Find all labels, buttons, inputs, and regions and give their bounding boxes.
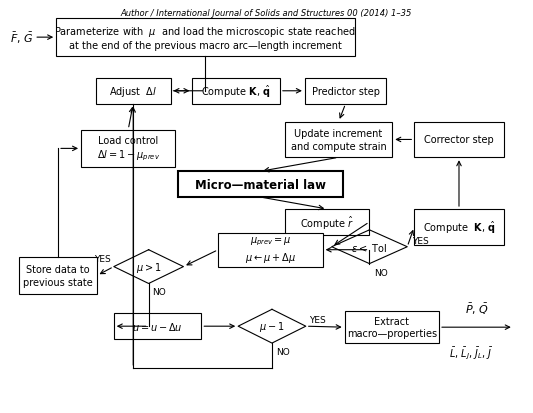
Text: Micro—material law: Micro—material law (195, 178, 326, 191)
Bar (114, 313, 201, 339)
Bar (192, 78, 280, 104)
Text: Compute $\mathbf{K}$, $\hat{\mathbf{q}}$: Compute $\mathbf{K}$, $\hat{\mathbf{q}}$ (201, 83, 271, 100)
Text: Load control
$\Delta l = 1 - \mu_{prev}$: Load control $\Delta l = 1 - \mu_{prev}$ (96, 135, 160, 163)
Text: $\bar{F}$, $\bar{G}$: $\bar{F}$, $\bar{G}$ (10, 31, 33, 45)
Text: NO: NO (276, 347, 290, 356)
Text: $\mu > 1$: $\mu > 1$ (136, 260, 161, 274)
Text: NO: NO (375, 268, 388, 277)
Bar (285, 209, 369, 235)
Text: Update increment
and compute strain: Update increment and compute strain (290, 129, 386, 151)
Bar (96, 78, 171, 104)
Text: $u = u - \Delta u$: $u = u - \Delta u$ (132, 320, 183, 332)
Text: Store data to
previous state: Store data to previous state (23, 265, 93, 287)
Bar (218, 233, 322, 267)
Bar (56, 19, 354, 57)
Text: Compute $\hat{r}$: Compute $\hat{r}$ (300, 214, 354, 231)
Text: YES: YES (94, 254, 111, 263)
Text: $\bar{L}$, $\bar{L}_J$, $\bar{J}_L$, $\bar{J}$: $\bar{L}$, $\bar{L}_J$, $\bar{J}_L$, $\b… (449, 345, 493, 362)
Bar (179, 172, 343, 197)
Bar (285, 122, 392, 158)
Text: YES: YES (309, 315, 326, 324)
Bar (81, 130, 175, 168)
Text: Extract
macro—properties: Extract macro—properties (347, 316, 437, 339)
Text: YES: YES (412, 237, 429, 246)
Text: $\mu_{prev} = \mu$
$\mu \leftarrow \mu + \Delta\mu$: $\mu_{prev} = \mu$ $\mu \leftarrow \mu +… (245, 235, 296, 265)
Bar (19, 257, 97, 295)
Text: Adjust  $\Delta l$: Adjust $\Delta l$ (109, 85, 157, 99)
Text: Parameterize with  $\mu$  and load the microscopic state reached
at the end of t: Parameterize with $\mu$ and load the mic… (54, 25, 356, 51)
Text: $\varepsilon <$ Tol: $\varepsilon <$ Tol (351, 241, 387, 253)
Bar (305, 78, 386, 104)
Text: Compute  $\mathbf{K}$, $\hat{\mathbf{q}}$: Compute $\mathbf{K}$, $\hat{\mathbf{q}}$ (423, 219, 495, 235)
Bar (345, 311, 439, 343)
Bar (414, 209, 504, 245)
Text: $\bar{P}$, $\bar{Q}$: $\bar{P}$, $\bar{Q}$ (465, 301, 489, 316)
Text: Corrector step: Corrector step (424, 135, 494, 145)
Bar (414, 122, 504, 158)
Text: Predictor step: Predictor step (312, 87, 379, 97)
Text: $\mu - 1$: $\mu - 1$ (259, 319, 285, 333)
Text: NO: NO (152, 288, 166, 297)
Text: Author / International Journal of Solids and Structures 00 (2014) 1–35: Author / International Journal of Solids… (121, 9, 412, 18)
